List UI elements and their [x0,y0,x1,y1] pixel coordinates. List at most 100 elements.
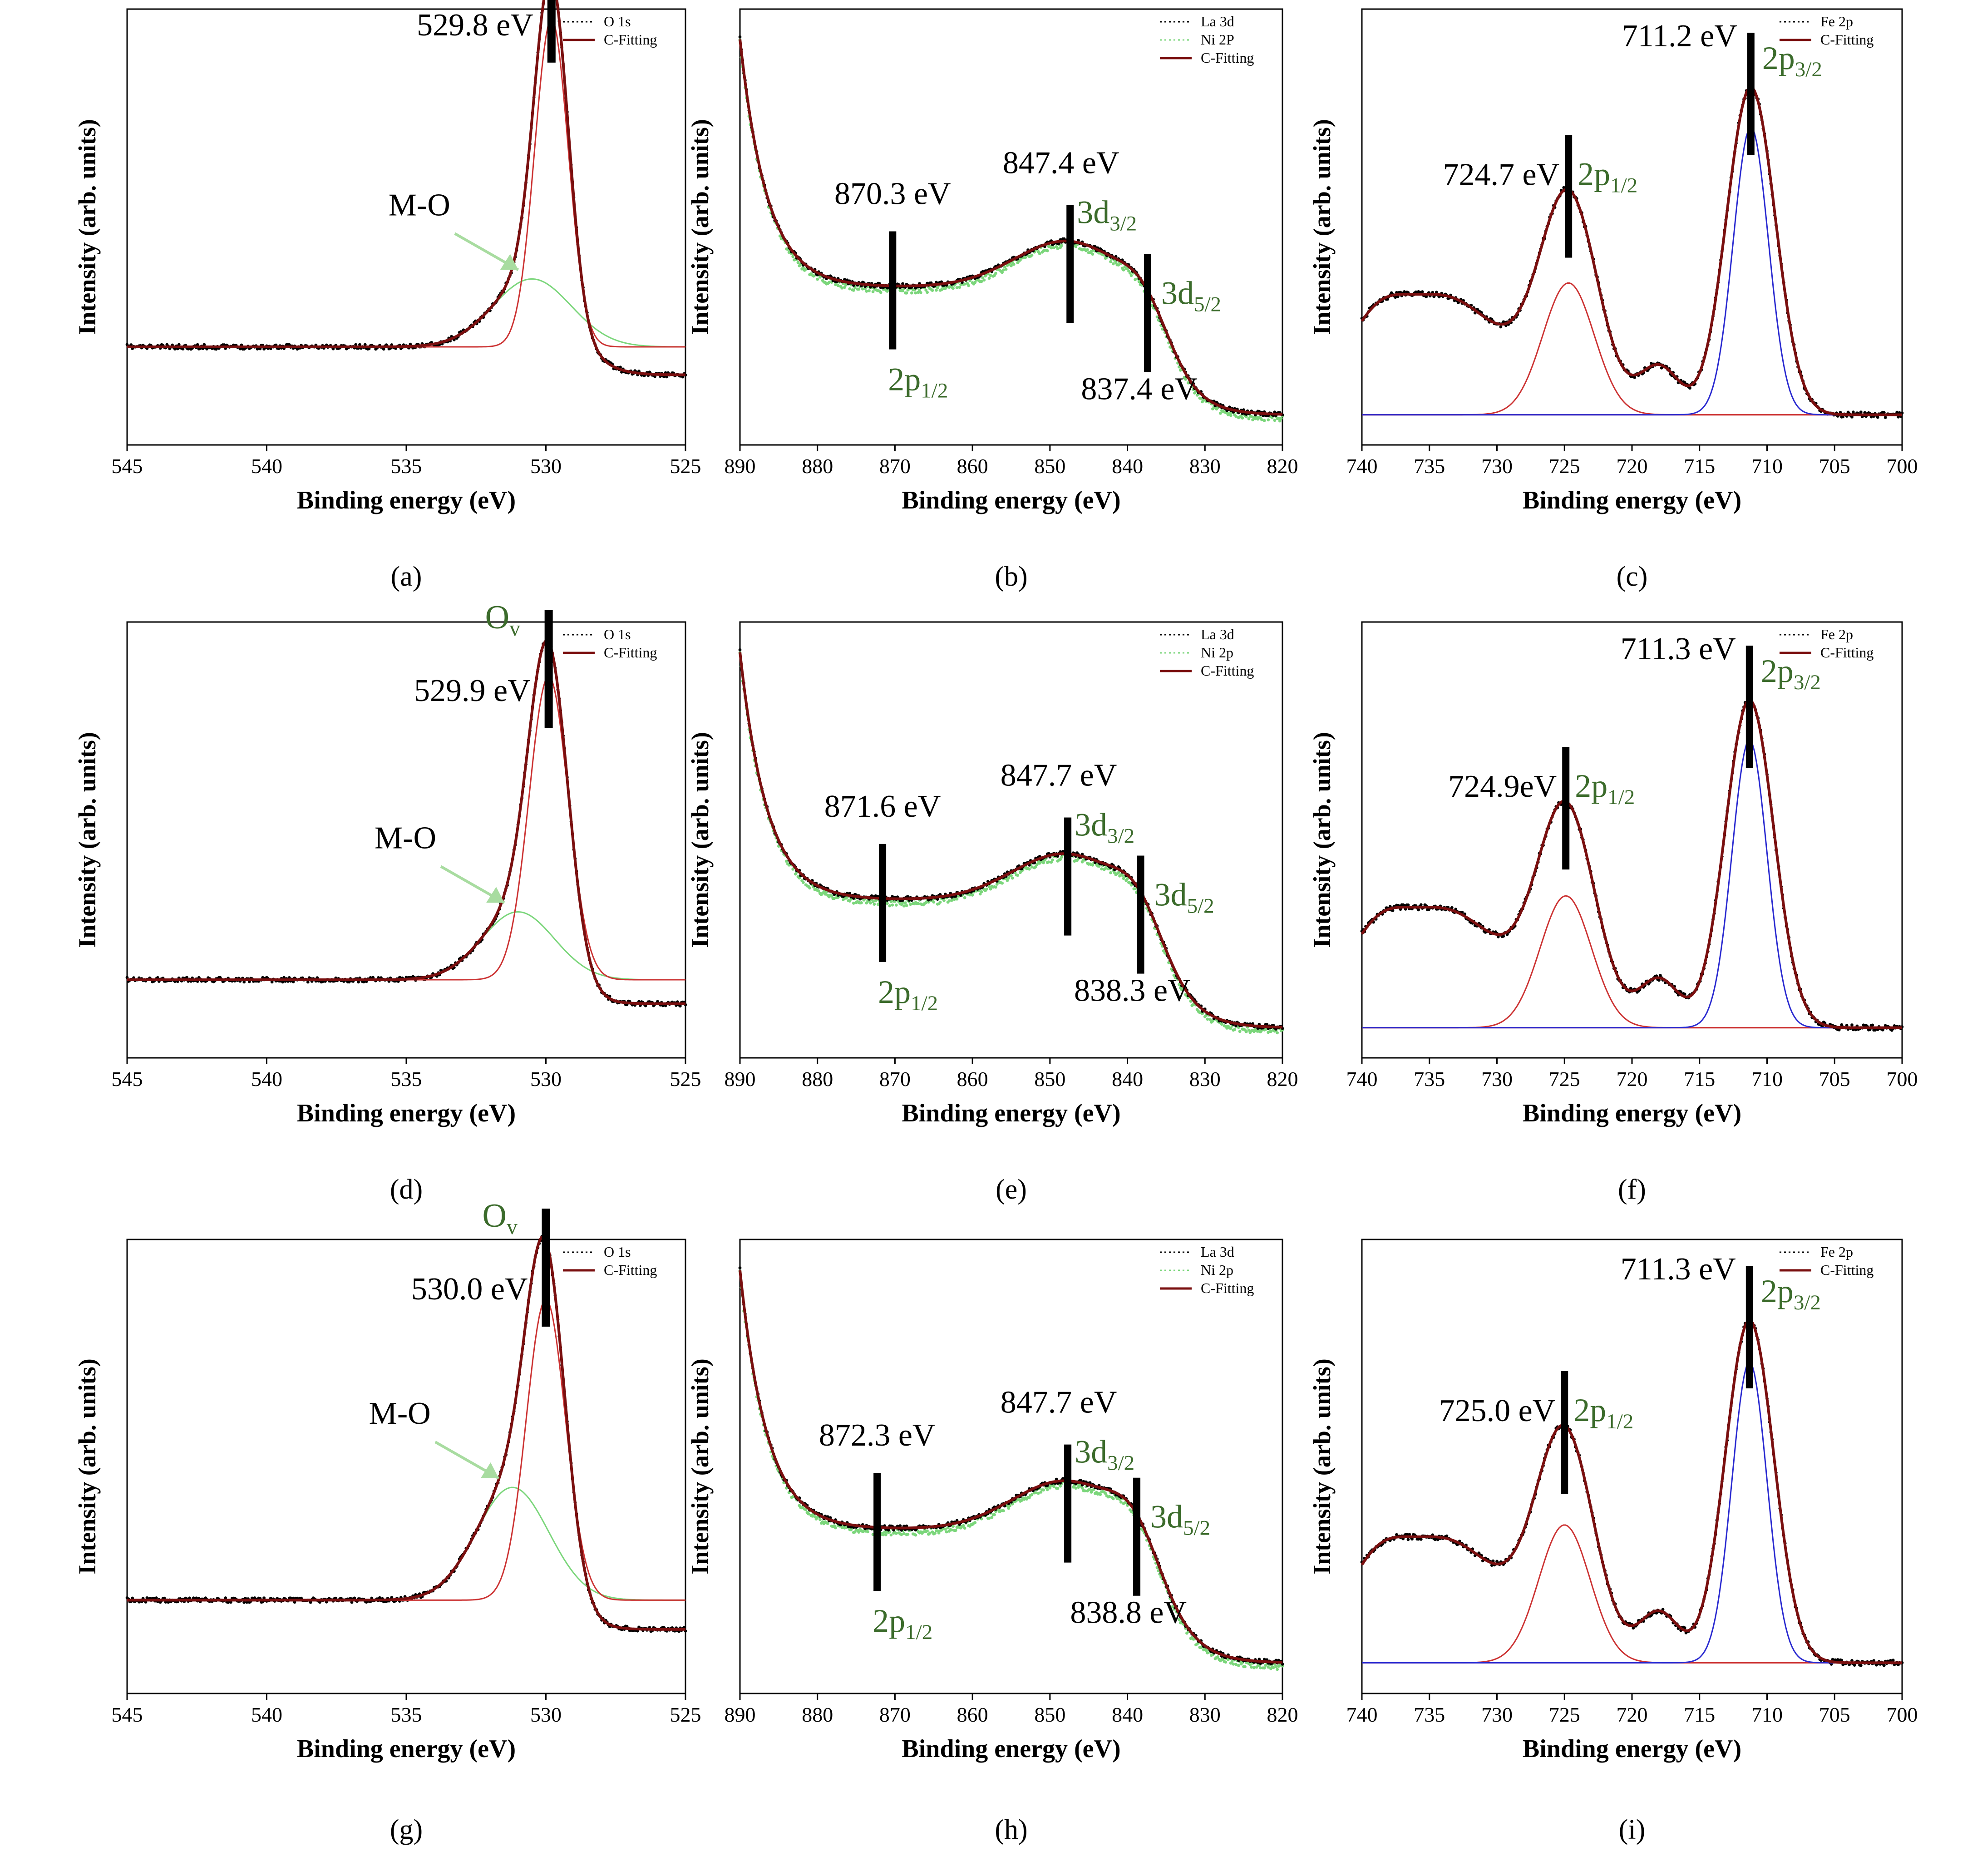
x-tick-label: 540 [251,1067,282,1091]
peak-marker [1066,205,1074,323]
data-point [1499,326,1503,329]
x-axis-label: Binding energy (eV) [902,1099,1120,1127]
peak-marker [1137,856,1144,974]
legend-label: La 3d [1201,626,1234,642]
x-tick-label: 730 [1481,1703,1513,1726]
x-tick-label: 860 [957,454,988,478]
data-point [939,901,942,904]
x-tick-label: 705 [1819,1703,1850,1726]
legend-label: Ni 2p [1201,1262,1233,1278]
x-tick-label: 535 [391,1067,422,1091]
data-point [1130,274,1133,277]
data-point [994,886,997,889]
x-tick-label: 720 [1617,454,1648,478]
la-3d-data-series [739,1266,1284,1666]
legend-label: O 1s [604,1244,631,1260]
data-point [1091,252,1094,256]
x-axis-label: Binding energy (eV) [1523,1735,1741,1763]
peak-value-label: 724.9eV [1448,769,1557,804]
plot-frame [740,622,1282,1058]
data-point [860,901,863,904]
x-tick-label: 870 [879,454,911,478]
data-point [994,272,997,275]
x-tick-label: 700 [1887,1703,1918,1726]
legend-label: Fe 2p [1820,13,1853,30]
fit-line [740,39,1282,414]
data-point [982,279,986,282]
x-tick-label: 530 [530,1067,562,1091]
data-point [1219,412,1222,415]
data-point [1276,1668,1279,1671]
data-point [1042,861,1045,864]
panel-caption: (i) [1619,1814,1646,1845]
data-point [865,290,868,293]
data-point [1233,1028,1236,1031]
data-point [1117,871,1120,874]
data-point [818,1518,822,1521]
y-axis-label: Intensity (arb. units) [686,732,714,948]
peak-value-label: 837.4 eV [1081,371,1198,406]
raw-data-series [126,1235,687,1633]
peak-value-label: 724.7 eV [1443,158,1560,193]
peak-value-label: 847.7 eV [1001,1385,1117,1420]
data-point [1109,260,1112,263]
legend-label: Ni 2P [1201,31,1234,48]
data-point [971,894,974,897]
peak-value-label: 529.9 eV [414,673,531,708]
peak-label-3d52: 3d5/2 [1150,1499,1210,1540]
data-point [904,901,907,904]
data-point [739,35,742,39]
data-point [1252,1666,1256,1669]
data-point [910,291,913,295]
data-point [873,903,876,906]
ni-2p-data-series [739,652,1284,1034]
x-tick-label: 715 [1684,454,1715,478]
x-tick-label: 830 [1189,454,1221,478]
plot-frame [127,1239,685,1693]
data-point [958,286,961,289]
data-point [884,1533,887,1536]
x-tick-label: 525 [670,454,701,478]
data-point [1056,1487,1060,1490]
ni-2p-data-series [739,1269,1284,1671]
peak-label-3d52: 3d5/2 [1161,275,1221,316]
x-tick-label: 700 [1887,1067,1918,1091]
legend-label: Fe 2p [1820,626,1853,642]
legend-label: La 3d [1201,13,1234,30]
peak-value-label: 838.3 eV [1074,973,1191,1008]
x-axis-label: Binding energy (eV) [902,1735,1120,1763]
data-point [963,282,966,286]
panel-caption: (e) [996,1174,1027,1205]
data-point [1046,249,1049,252]
data-point [739,648,742,652]
data-point [989,888,992,891]
data-point [1417,908,1420,911]
data-point [890,1534,893,1537]
legend-label: C-Fitting [1201,49,1254,66]
peak-marker [542,1209,550,1327]
x-tick-label: 730 [1481,454,1513,478]
peak-label-2p: 2p1/2 [888,361,948,403]
data-point [902,904,906,908]
x-tick-label: 705 [1819,1067,1850,1091]
data-point [1005,268,1008,271]
data-point [963,1526,966,1530]
data-point [802,881,805,884]
data-point [1002,1509,1005,1512]
peak-marker [889,232,896,350]
data-point [1229,414,1233,417]
x-tick-label: 705 [1819,454,1850,478]
peak-value-label: 872.3 eV [819,1418,936,1453]
legend-label: O 1s [604,626,631,642]
legend-label: Ni 2p [1201,644,1233,661]
data-point [1086,248,1089,252]
data-point [1232,1663,1235,1666]
peak-value-label: 871.6 eV [824,789,941,824]
legend-label: C-Fitting [604,1262,657,1278]
data-point [914,1534,917,1537]
data-point [905,904,908,907]
x-tick-label: 860 [957,1067,988,1091]
data-point [891,903,894,907]
